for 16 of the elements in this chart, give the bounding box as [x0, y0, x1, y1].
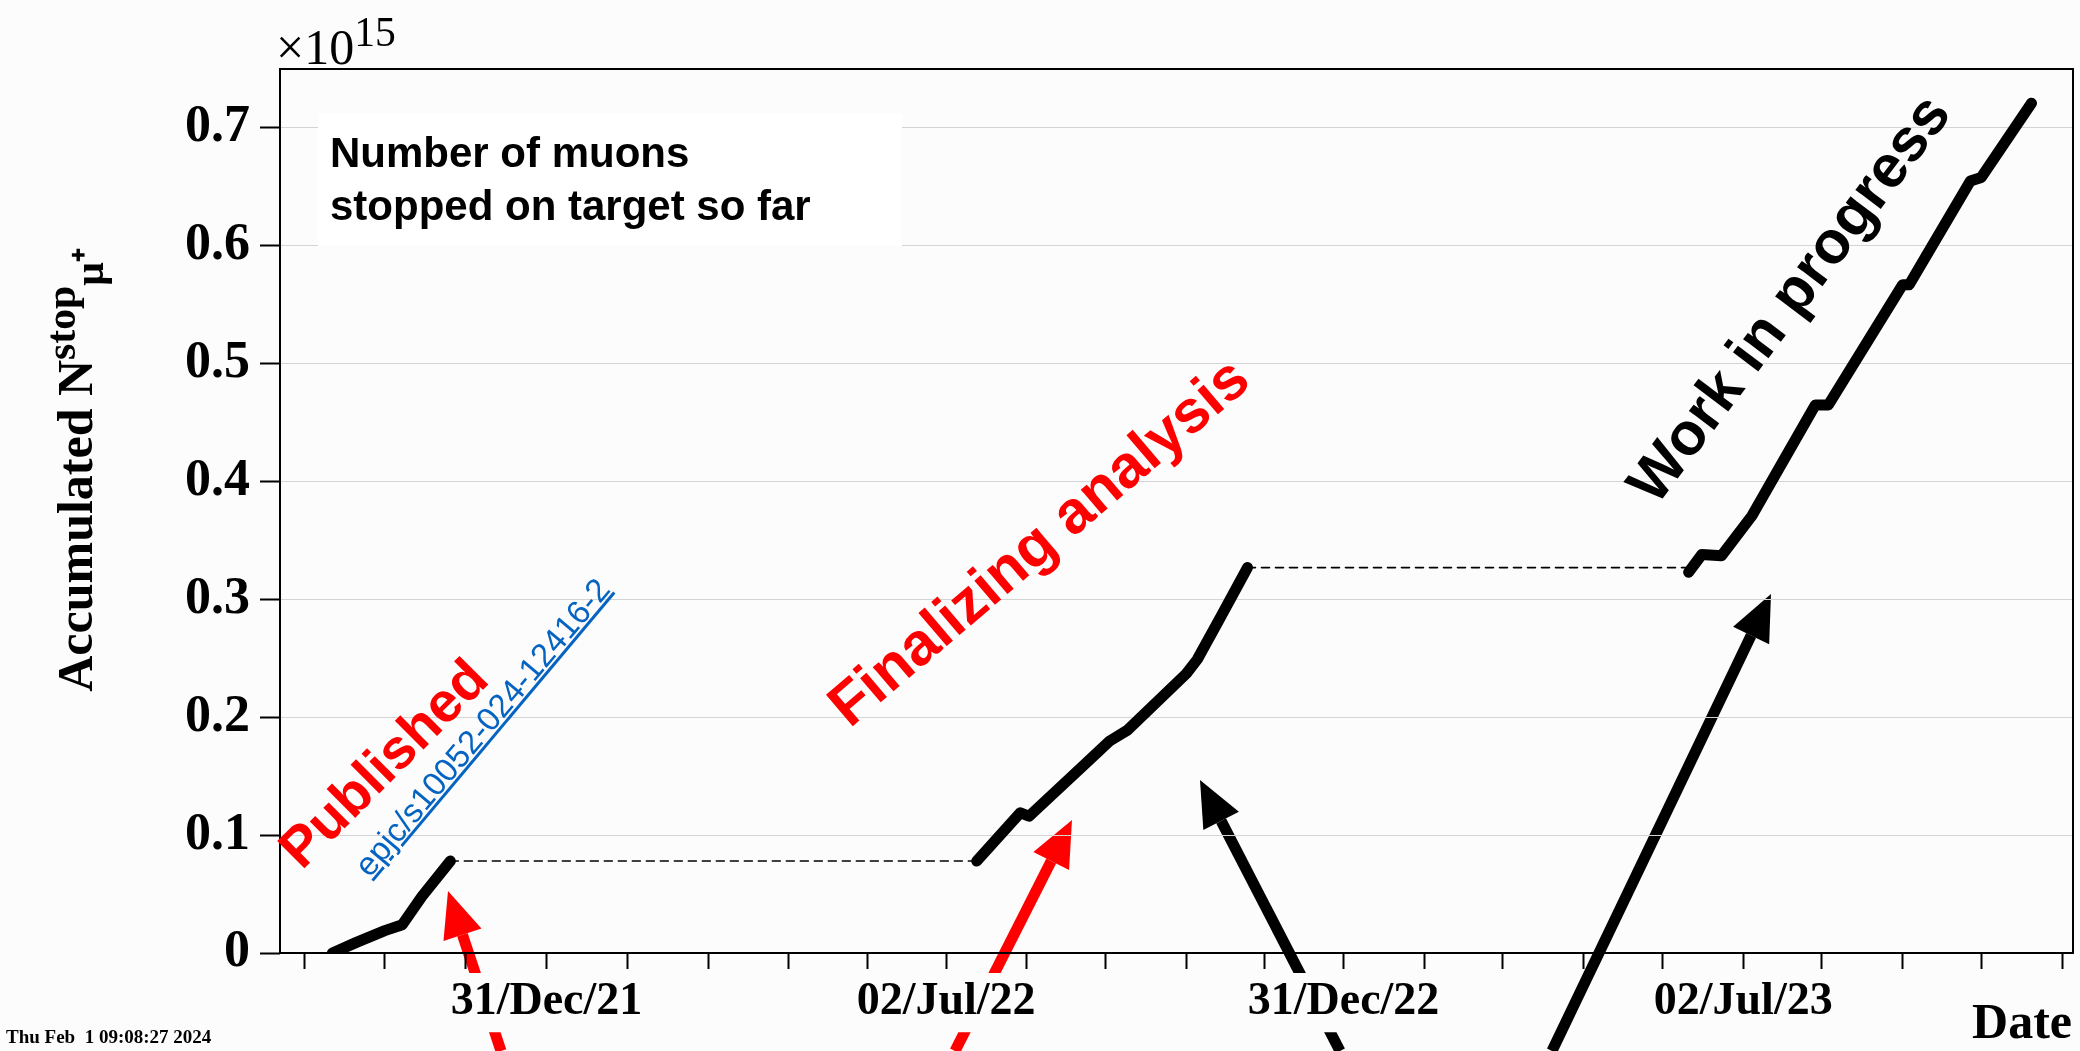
x-axis-title: Date [1972, 992, 2072, 1051]
y-tick-label: 0.1 [185, 802, 250, 860]
text: Thu Feb 1 09:08:27 2024 [6, 1025, 212, 1049]
annotation: Number of muons stopped on target so far [318, 113, 902, 246]
y-tick-label: 0.5 [185, 331, 250, 389]
y-tick-label: 0.4 [185, 448, 250, 506]
annotation: ×10$^{15}$ [276, 8, 396, 77]
x-tick-label: 02/Jul/22 [856, 973, 1036, 1025]
y-tick-label: 0.2 [185, 684, 250, 742]
y-tick-label: 0.7 [185, 95, 250, 153]
x-tick-label: 02/Jul/23 [1653, 973, 1833, 1025]
y-tick-label: 0.3 [185, 566, 250, 624]
x-tick-label: 31/Dec/21 [450, 973, 643, 1025]
y-tick-label: 0 [224, 920, 250, 978]
y-tick-label: 0.6 [185, 213, 250, 271]
x-tick-label: 31/Dec/22 [1247, 973, 1440, 1025]
